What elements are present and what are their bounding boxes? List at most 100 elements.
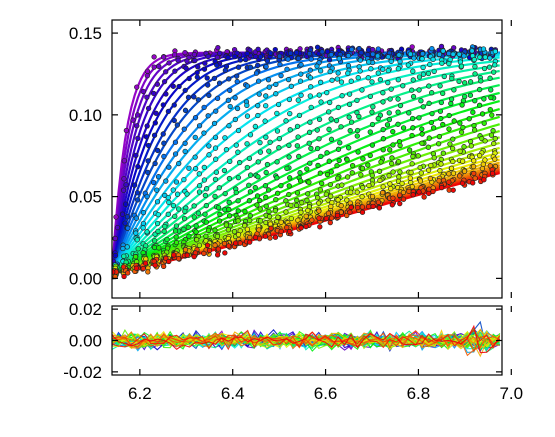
data-point xyxy=(308,84,314,90)
data-point xyxy=(388,58,394,65)
data-point xyxy=(295,55,302,62)
data-point xyxy=(406,147,413,153)
data-point xyxy=(395,96,401,102)
data-point xyxy=(202,192,209,199)
data-point xyxy=(283,118,289,124)
data-point xyxy=(150,90,157,97)
data-point xyxy=(375,115,381,122)
data-point xyxy=(225,54,231,61)
data-point xyxy=(481,96,487,102)
data-point xyxy=(419,131,425,137)
data-point xyxy=(171,252,177,258)
data-point xyxy=(365,47,372,53)
data-point xyxy=(437,83,443,89)
data-point xyxy=(174,122,181,128)
residual-x-tick-label: 6.6 xyxy=(314,384,338,403)
data-point xyxy=(396,174,402,180)
data-point xyxy=(140,265,146,272)
main-y-tick-label: 0.10 xyxy=(69,106,102,125)
data-point xyxy=(244,141,250,147)
data-point xyxy=(471,127,478,133)
data-point xyxy=(355,149,361,155)
data-point xyxy=(272,234,279,240)
data-point xyxy=(323,191,329,197)
data-point xyxy=(415,153,421,159)
data-point xyxy=(471,158,477,164)
data-point xyxy=(150,179,157,186)
data-point xyxy=(182,49,188,56)
data-point xyxy=(469,48,475,54)
data-point xyxy=(132,254,139,260)
data-point xyxy=(134,84,140,90)
data-point xyxy=(201,130,207,136)
data-point xyxy=(170,202,177,209)
residual-x-tick-label: 7.0 xyxy=(499,384,523,403)
data-point xyxy=(316,215,322,221)
data-point xyxy=(262,233,269,239)
data-point xyxy=(226,123,232,129)
data-point xyxy=(470,109,476,115)
data-point xyxy=(349,163,356,169)
data-point xyxy=(286,154,292,160)
data-point xyxy=(492,62,498,68)
residual-panel: -0.02 0.00 0.02 6.2 6.4 6.6 6.8 7.0 xyxy=(63,300,523,403)
data-point xyxy=(385,79,391,86)
data-point xyxy=(314,145,321,152)
data-point xyxy=(121,176,127,182)
data-point xyxy=(298,92,304,98)
data-point xyxy=(441,73,447,80)
data-point xyxy=(328,136,335,142)
data-point xyxy=(439,184,445,191)
data-point xyxy=(380,147,386,153)
residual-y-tick-label: 0.00 xyxy=(69,332,102,351)
data-point xyxy=(257,197,263,204)
data-point xyxy=(335,197,341,203)
residual-y-axis: -0.02 0.00 0.02 xyxy=(63,300,502,382)
data-point xyxy=(175,57,181,63)
data-point xyxy=(206,247,213,254)
data-point xyxy=(365,75,371,81)
data-point xyxy=(172,213,178,219)
data-point xyxy=(367,129,373,135)
data-point xyxy=(151,132,158,138)
data-point xyxy=(446,60,452,67)
data-point xyxy=(472,71,478,77)
data-point xyxy=(287,175,293,181)
data-point xyxy=(334,76,340,82)
data-point xyxy=(140,225,146,231)
data-point xyxy=(369,121,376,128)
data-point xyxy=(334,212,341,219)
data-point xyxy=(226,76,232,82)
data-point xyxy=(181,226,187,232)
data-point xyxy=(461,168,468,174)
data-point xyxy=(211,75,218,81)
data-point xyxy=(325,210,332,216)
data-point xyxy=(428,162,434,169)
data-point xyxy=(201,104,207,111)
data-point xyxy=(213,169,220,175)
data-point xyxy=(482,54,488,60)
data-point xyxy=(184,58,190,64)
data-point xyxy=(395,158,402,165)
data-point xyxy=(328,169,334,175)
data-point xyxy=(161,263,167,269)
data-point xyxy=(221,167,228,174)
residual-series-group xyxy=(112,320,501,358)
data-point xyxy=(410,153,416,160)
residual-line-39 xyxy=(112,329,501,351)
data-point xyxy=(121,253,127,259)
data-point xyxy=(173,179,180,185)
data-point xyxy=(221,240,228,247)
data-point xyxy=(263,194,269,200)
data-point xyxy=(244,226,251,232)
data-point xyxy=(334,162,340,169)
data-point xyxy=(144,68,151,74)
data-point xyxy=(470,163,477,170)
data-point xyxy=(456,173,463,179)
data-point xyxy=(231,228,238,235)
data-point xyxy=(133,215,140,221)
data-point xyxy=(205,113,211,119)
data-point xyxy=(298,209,304,215)
data-point xyxy=(338,203,344,209)
data-point xyxy=(247,239,253,245)
